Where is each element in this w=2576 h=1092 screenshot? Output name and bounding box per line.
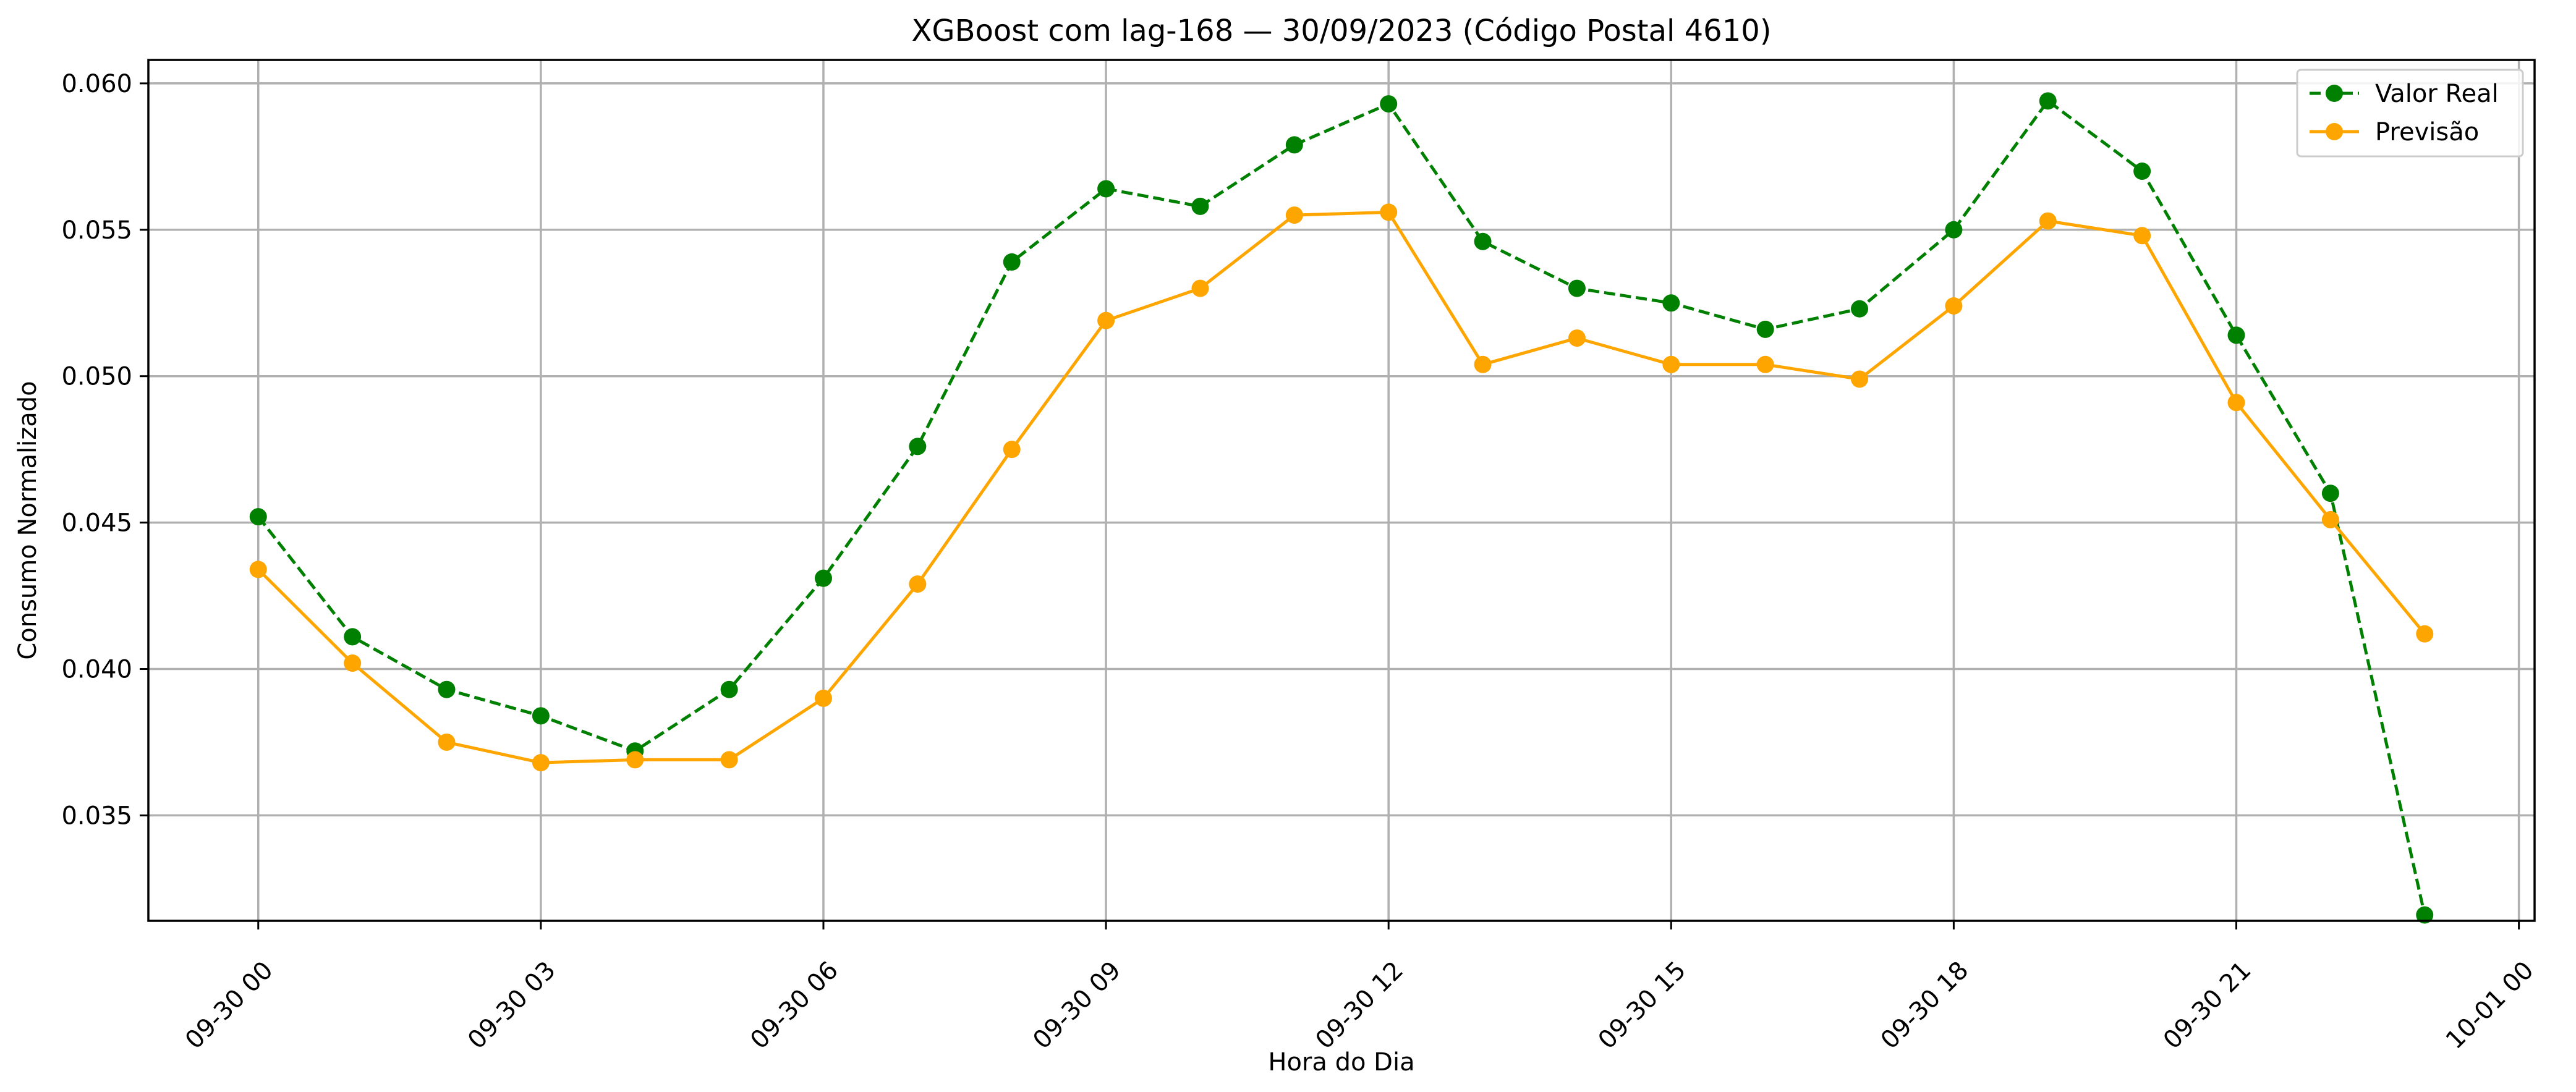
series-valor-real: [249, 92, 2434, 924]
data-point: [2416, 625, 2434, 643]
legend-label: Valor Real: [2375, 80, 2499, 108]
legend-box: [2296, 69, 2524, 158]
data-point: [1851, 300, 1869, 318]
y-axis-label: Consumo Normalizado: [14, 381, 42, 659]
y-tick-label: 0.050: [61, 363, 132, 391]
data-point: [438, 733, 456, 751]
data-point: [2416, 906, 2434, 924]
data-point: [1662, 355, 1680, 373]
series-line: [257, 210, 2426, 764]
data-point: [1945, 221, 1963, 239]
data-point: [2321, 485, 2339, 502]
series-group: [249, 92, 2434, 924]
data-point: [1003, 253, 1021, 271]
data-point: [2227, 394, 2245, 412]
data-point: [249, 561, 267, 578]
data-point: [1945, 297, 1963, 315]
legend-marker: [2326, 85, 2343, 102]
y-tick-label: 0.040: [61, 656, 132, 684]
data-point: [1851, 370, 1869, 388]
data-point: [1474, 232, 1492, 250]
data-point: [814, 569, 832, 587]
data-point: [1097, 180, 1115, 198]
legend-label: Previsão: [2375, 118, 2479, 146]
y-tick-label: 0.060: [61, 70, 132, 98]
y-axis-ticks: 0.035 0.040 0.045 0.050 0.055 0.060: [61, 70, 148, 830]
data-point: [1380, 203, 1398, 221]
data-point: [1568, 279, 1586, 297]
data-point: [2039, 212, 2057, 230]
data-point: [438, 680, 456, 698]
legend: Valor Real Previsão: [2296, 69, 2524, 158]
data-point: [249, 508, 267, 526]
data-point: [1380, 95, 1398, 113]
data-point: [720, 751, 738, 769]
data-point: [1662, 294, 1680, 312]
data-point: [1191, 197, 1209, 215]
y-tick-label: 0.055: [61, 216, 132, 245]
data-point: [1474, 355, 1492, 373]
plot-frame: [147, 59, 2536, 922]
data-point: [1003, 441, 1021, 459]
data-point: [1756, 320, 1774, 338]
data-point: [344, 654, 362, 672]
x-axis-label: Hora do Dia: [1268, 1048, 1414, 1077]
data-point: [814, 689, 832, 707]
data-point: [720, 680, 738, 698]
data-point: [2321, 510, 2339, 528]
data-point: [532, 754, 550, 772]
data-point: [1097, 311, 1115, 329]
data-point: [2133, 227, 2151, 245]
data-point: [2133, 163, 2151, 180]
data-point: [1285, 136, 1303, 154]
chart-title: XGBoost com lag-168 — 30/09/2023 (Código…: [911, 14, 1771, 48]
legend-marker: [2326, 123, 2343, 140]
series-line: [257, 99, 2426, 916]
data-point: [2039, 92, 2057, 110]
series-previsao: [249, 203, 2434, 772]
data-point: [1191, 279, 1209, 297]
data-point: [2227, 326, 2245, 344]
data-point: [909, 575, 927, 593]
data-point: [1568, 329, 1586, 347]
data-point: [626, 751, 644, 769]
legend-entry: Valor Real: [2310, 80, 2499, 108]
legend-entry: Previsão: [2310, 118, 2479, 146]
data-point: [1756, 355, 1774, 373]
data-point: [532, 707, 550, 725]
data-point: [344, 628, 362, 646]
y-tick-label: 0.045: [61, 509, 132, 538]
data-point: [1285, 206, 1303, 224]
y-tick-label: 0.035: [61, 802, 132, 830]
data-point: [909, 438, 927, 455]
